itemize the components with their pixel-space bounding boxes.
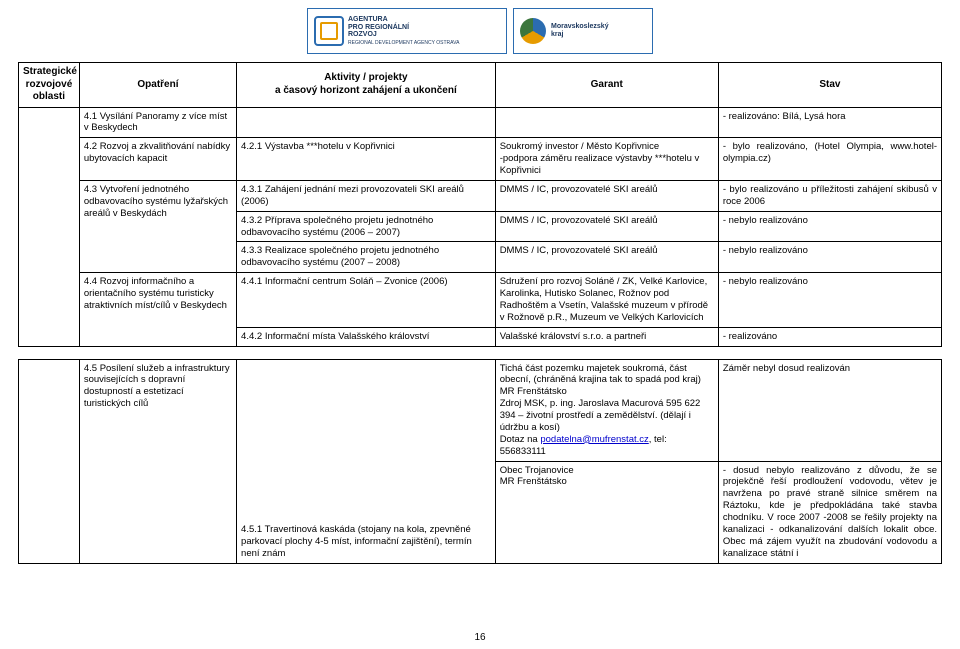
garant-cell	[495, 107, 718, 138]
header-logos: AGENTURAPRO REGIONÁLNÍROZVOJ REGIONAL DE…	[18, 8, 942, 54]
garant-cell: Valašské království s.r.o. a partneři	[495, 327, 718, 346]
garant-cell: Soukromý investor / Město Kopřivnice-pod…	[495, 138, 718, 181]
table-row: 4.2 Rozvoj a zkvalitňování nabídky ubyto…	[19, 138, 942, 181]
stav-cell: - realizováno	[718, 327, 941, 346]
stav-cell: - nebylo realizováno	[718, 242, 941, 273]
table-header-row: Strategické rozvojové oblasti Opatření A…	[19, 63, 942, 108]
th-opatreni: Opatření	[79, 63, 236, 108]
second-table: 4.5 Posílení služeb a infrastruktury sou…	[18, 359, 942, 564]
stav-cell: - nebylo realizováno	[718, 211, 941, 242]
garant-text-pre: Tichá část pozemku majetek soukromá, čás…	[500, 363, 701, 445]
email-link[interactable]: podatelna@mufrenstat.cz	[540, 434, 648, 445]
th-garant: Garant	[495, 63, 718, 108]
th-oblasti: Strategické rozvojové oblasti	[19, 63, 80, 108]
stav-cell: - bylo realizováno, (Hotel Olympia, www.…	[718, 138, 941, 181]
aktivity-cell: 4.3.2 Příprava společného projetu jednot…	[237, 211, 496, 242]
opatreni-cell: 4.4 Rozvoj informačního a orientačního s…	[79, 273, 236, 346]
th-aktivity: Aktivity / projektya časový horizont zah…	[237, 63, 496, 108]
logo-arr: AGENTURAPRO REGIONÁLNÍROZVOJ REGIONAL DE…	[307, 8, 507, 54]
stav-cell: - dosud nebylo realizováno z důvodu, že …	[718, 461, 941, 563]
garant-cell: DMMS / IC, provozovatelé SKI areálů	[495, 211, 718, 242]
garant-cell: Sdružení pro rozvoj Soláně / ZK, Velké K…	[495, 273, 718, 328]
table-row: 4.4 Rozvoj informačního a orientačního s…	[19, 273, 942, 328]
aktivity-cell: 4.3.1 Zahájení jednání mezi provozovatel…	[237, 180, 496, 211]
th-stav: Stav	[718, 63, 941, 108]
table-row: 4.3 Vytvoření jednotného odbavovacího sy…	[19, 180, 942, 211]
aktivity-cell: 4.4.1 Informační centrum Soláň – Zvonice…	[237, 273, 496, 328]
opatreni-cell: 4.1 Vysílání Panoramy z více míst v Besk…	[79, 107, 236, 138]
main-table: Strategické rozvojové oblasti Opatření A…	[18, 62, 942, 347]
aktivity-cell: 4.5.1 Travertinová kaskáda (stojany na k…	[237, 359, 496, 563]
aktivity-cell: 4.3.3 Realizace společného projetu jedno…	[237, 242, 496, 273]
garant-cell: Obec TrojanoviceMR Frenštátsko	[495, 461, 718, 563]
opatreni-cell: 4.2 Rozvoj a zkvalitňování nabídky ubyto…	[79, 138, 236, 181]
logo-msk-text: Moravskoslezskýkraj	[551, 23, 609, 38]
aktivity-cell	[237, 107, 496, 138]
stav-cell: - bylo realizováno u příležitosti zaháje…	[718, 180, 941, 211]
logo-arr-icon	[314, 16, 344, 46]
opatreni-cell: 4.3 Vytvoření jednotného odbavovacího sy…	[79, 180, 236, 272]
opatreni-cell: 4.5 Posílení služeb a infrastruktury sou…	[79, 359, 236, 563]
stav-cell: - nebylo realizováno	[718, 273, 941, 328]
oblast-cell	[19, 107, 80, 346]
garant-cell: DMMS / IC, provozovatelé SKI areálů	[495, 242, 718, 273]
stav-cell: - realizováno: Bílá, Lysá hora	[718, 107, 941, 138]
aktivity-cell: 4.2.1 Výstavba ***hotelu v Kopřivnici	[237, 138, 496, 181]
logo-arr-sub: REGIONAL DEVELOPMENT AGENCY OSTRAVA	[348, 40, 459, 46]
logo-msk: Moravskoslezskýkraj	[513, 8, 653, 54]
aktivity-cell: 4.4.2 Informační místa Valašského králov…	[237, 327, 496, 346]
logo-arr-text: AGENTURAPRO REGIONÁLNÍROZVOJ	[348, 16, 459, 38]
oblast-cell	[19, 359, 80, 563]
garant-cell: DMMS / IC, provozovatelé SKI areálů	[495, 180, 718, 211]
table-row: 4.5 Posílení služeb a infrastruktury sou…	[19, 359, 942, 461]
page-number: 16	[0, 632, 960, 643]
stav-cell: Záměr nebyl dosud realizován	[718, 359, 941, 461]
logo-msk-icon	[520, 18, 546, 44]
table-row: 4.1 Vysílání Panoramy z více míst v Besk…	[19, 107, 942, 138]
garant-cell: Tichá část pozemku majetek soukromá, čás…	[495, 359, 718, 461]
